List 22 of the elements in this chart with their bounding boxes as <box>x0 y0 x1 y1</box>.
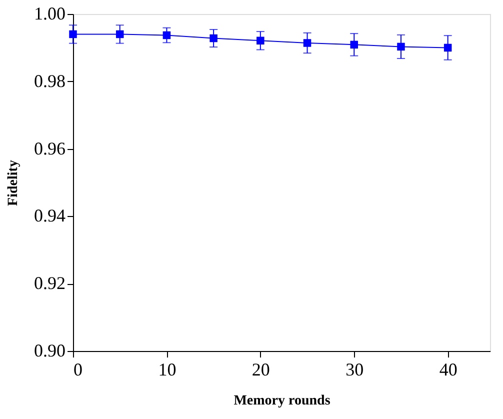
point <box>69 30 77 38</box>
point <box>350 40 358 49</box>
point <box>162 31 171 40</box>
y-tick-label: 0.96 <box>34 138 66 158</box>
y-tick-label: 0.92 <box>34 273 66 294</box>
point <box>303 39 312 47</box>
x-tick-label: 20 <box>252 360 270 380</box>
point <box>210 34 218 42</box>
point <box>256 36 264 44</box>
x-tick-label: 40 <box>439 360 458 380</box>
x-axis-title: Memory rounds <box>234 394 331 408</box>
point <box>116 30 124 38</box>
y-tick-label: 0.98 <box>34 70 66 91</box>
y-tick-label: 0.90 <box>34 340 66 360</box>
point <box>397 42 405 51</box>
x-tick-label: 0 <box>74 360 82 380</box>
y-axis-title: Fidelity <box>6 160 21 206</box>
y-tick-label: 1.00 <box>34 4 66 24</box>
x-tick-label: 10 <box>158 360 176 380</box>
x-tick-label: 30 <box>346 360 364 380</box>
y-tick-label: 0.94 <box>34 206 66 226</box>
point <box>444 44 452 52</box>
